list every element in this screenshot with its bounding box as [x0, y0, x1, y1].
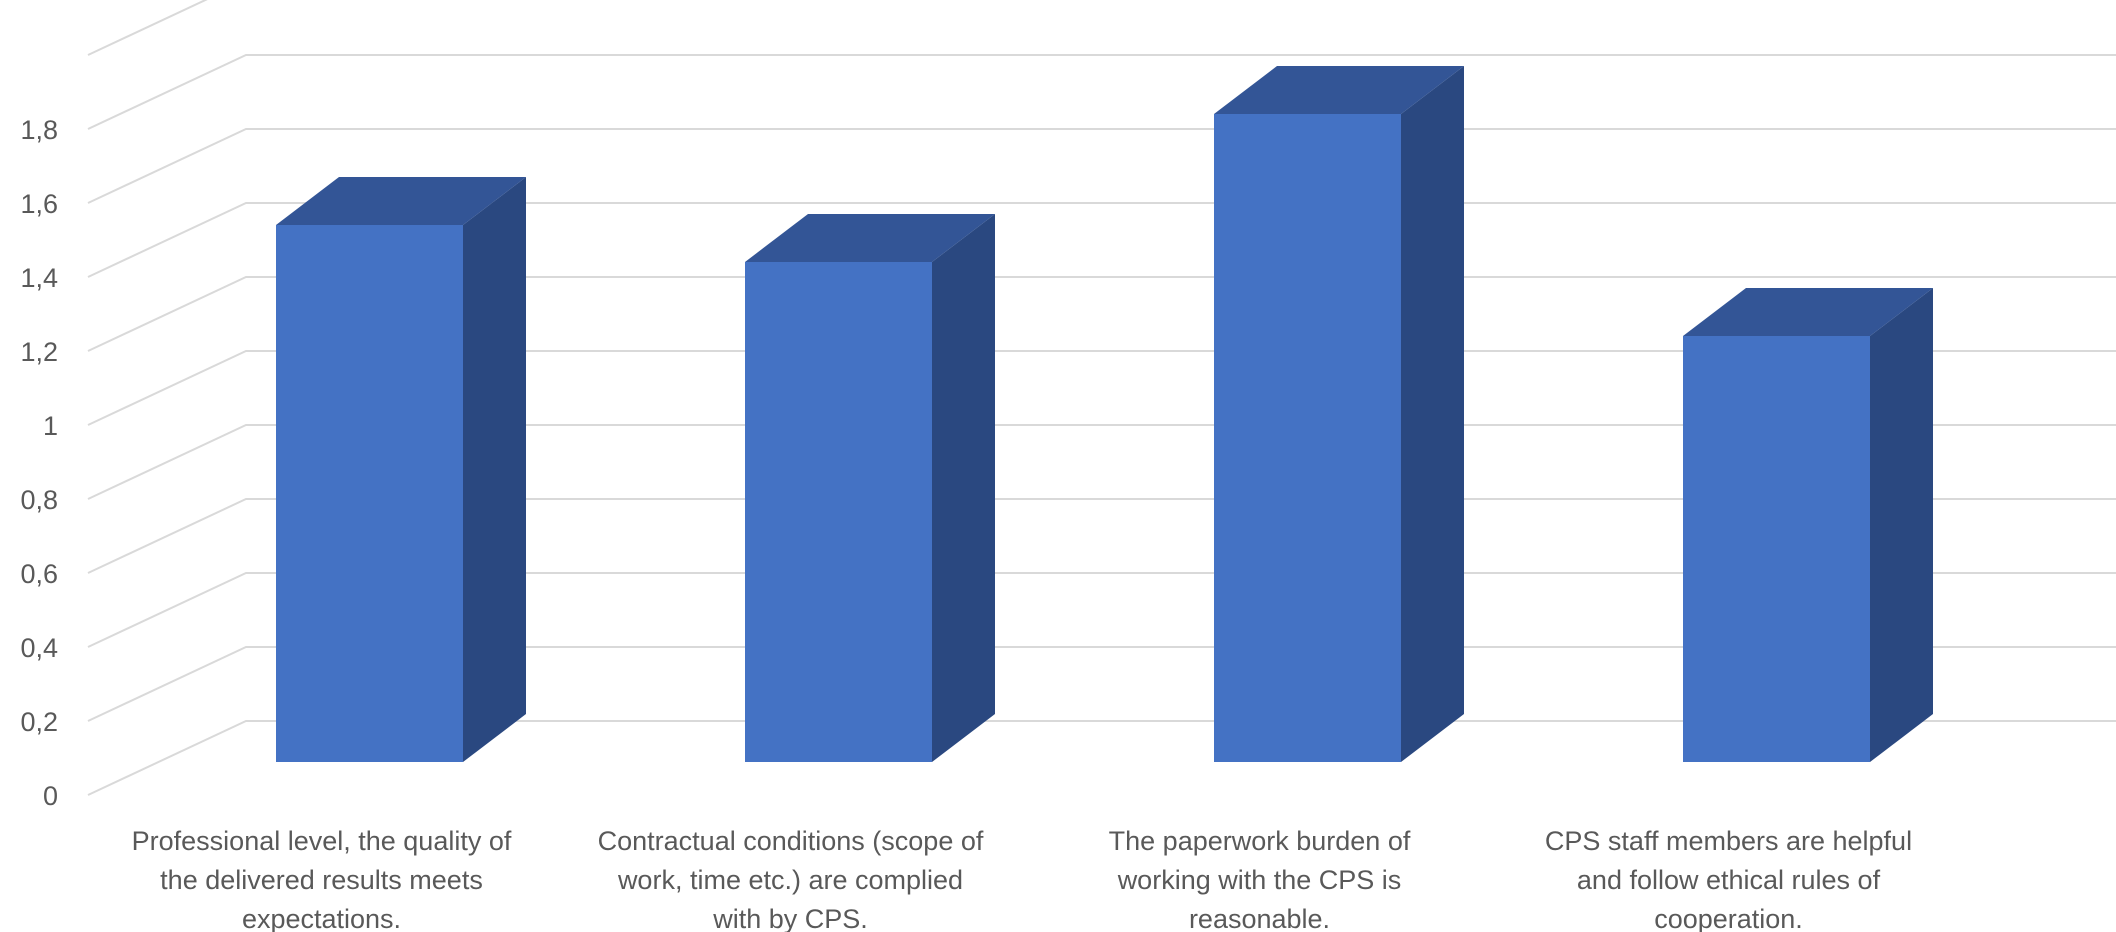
gridline [87, 646, 2116, 722]
gridline [87, 720, 2116, 796]
bar-side [932, 214, 995, 762]
category-label: The paperwork burden of working with the … [1109, 826, 1411, 932]
gridline [87, 54, 2116, 130]
bar-side [1401, 66, 1464, 762]
gridline [87, 498, 2116, 574]
bar-top [1683, 288, 1933, 336]
y-tick-label: 0,8 [20, 485, 58, 515]
gridline [87, 572, 2116, 648]
bar [745, 214, 995, 762]
bar [1214, 66, 1464, 762]
y-tick-label: 0,6 [20, 559, 58, 589]
bar-front [1214, 114, 1401, 762]
y-tick-label: 1 [43, 411, 58, 441]
bar-side [1870, 288, 1933, 762]
category-label: Contractual conditions (scope of work, ti… [598, 826, 984, 932]
bar-front [1683, 336, 1870, 762]
gridline [87, 424, 2116, 500]
bar-top [276, 177, 526, 225]
y-tick-label: 0 [43, 781, 58, 811]
y-axis-ticks: 0 0,2 0,4 0,6 0,8 1 1,2 1,4 1,6 1,8 [20, 115, 58, 811]
bar-top [745, 214, 995, 262]
category-label: CPS staff members are helpful and follow … [1545, 826, 1912, 932]
bars [276, 66, 1933, 762]
y-tick-label: 0,2 [20, 707, 58, 737]
y-tick-label: 1,4 [20, 263, 58, 293]
bar-front [276, 225, 463, 762]
bar [1683, 288, 1933, 762]
y-tick-label: 1,8 [20, 115, 58, 145]
bar-side [463, 177, 526, 762]
gridline [87, 276, 2116, 352]
gridline [87, 350, 2116, 426]
gridlines [87, 0, 2116, 796]
bar-top [1214, 66, 1464, 114]
y-tick-label: 0,4 [20, 633, 58, 663]
y-tick-label: 1,2 [20, 337, 58, 367]
gridline [87, 128, 2116, 204]
y-tick-label: 1,6 [20, 189, 58, 219]
category-label: Professional level, the quality of the de… [132, 826, 512, 932]
category-labels: Professional level, the quality of the de… [132, 826, 1912, 932]
gridline [87, 202, 2116, 278]
bar-front [745, 262, 932, 762]
bar [276, 177, 526, 762]
gridline [87, 0, 208, 56]
